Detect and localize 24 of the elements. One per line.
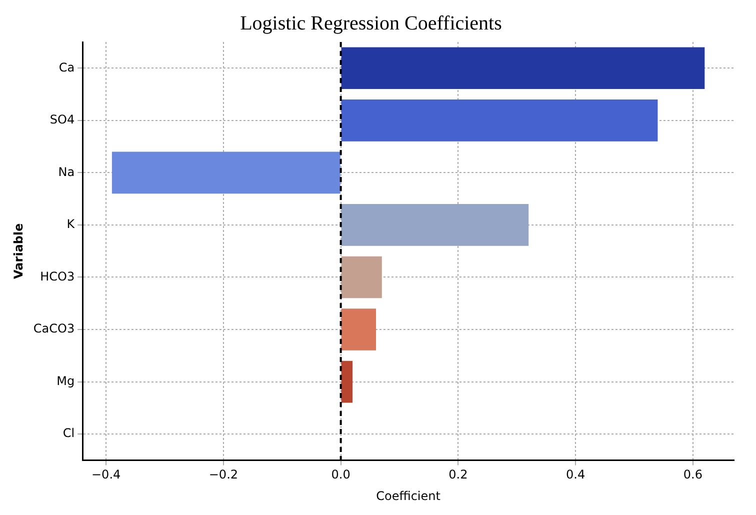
x-tick-label: −0.2 xyxy=(208,468,238,482)
x-tick-label: 0.4 xyxy=(566,468,586,482)
chart-title: Logistic Regression Coefficients xyxy=(240,12,502,34)
y-tick-label: CaCO3 xyxy=(33,322,75,336)
x-tick-label: 0.2 xyxy=(448,468,468,482)
bar xyxy=(341,308,376,350)
y-tick-label: HCO3 xyxy=(40,269,75,284)
y-axis-title: Variable xyxy=(11,223,26,279)
y-tick-label: Cl xyxy=(62,426,75,440)
bar xyxy=(341,100,658,142)
bar xyxy=(112,152,340,194)
x-axis-title: Coefficient xyxy=(376,488,441,503)
x-tick-label: 0.0 xyxy=(331,468,350,482)
bar xyxy=(341,47,705,90)
bar xyxy=(341,204,529,246)
y-tick-label: SO4 xyxy=(50,112,75,127)
bar xyxy=(341,360,353,403)
y-tick-label: Mg xyxy=(56,374,75,388)
x-tick-label: 0.6 xyxy=(683,468,702,482)
x-tick-label: −0.4 xyxy=(91,468,121,482)
y-tick-label: K xyxy=(66,217,76,232)
bar xyxy=(341,256,382,298)
y-tick-label: Ca xyxy=(58,60,75,74)
y-tick-label: Na xyxy=(58,164,75,179)
